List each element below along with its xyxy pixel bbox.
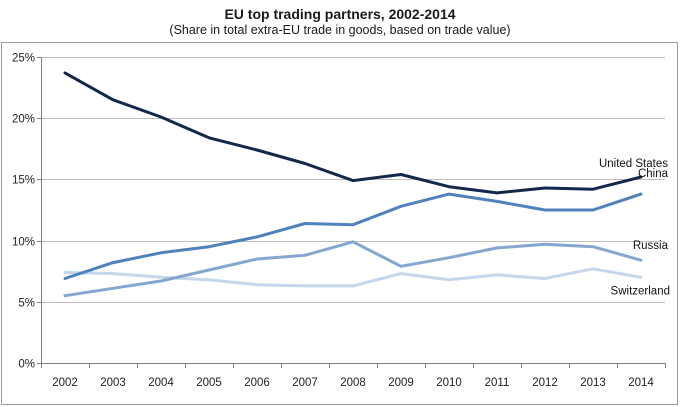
series-label-china: China: [638, 168, 669, 180]
series-line-switzerland: [63, 267, 643, 288]
series-line-united-states: [63, 71, 643, 195]
y-tick-label: 10%: [12, 237, 35, 249]
x-tick-label-2014: 2014: [628, 377, 654, 389]
x-tick-label-2007: 2007: [292, 377, 318, 389]
series-label-russia: Russia: [633, 240, 669, 252]
series-label-switzerland: Switzerland: [611, 285, 670, 297]
series-line-china: [63, 192, 643, 280]
y-tick-label: 15%: [12, 175, 35, 187]
y-tick-label: 25%: [12, 53, 35, 65]
x-tick-label-2004: 2004: [148, 377, 174, 389]
x-tick-label-2009: 2009: [388, 377, 414, 389]
x-tick-label-2003: 2003: [100, 377, 126, 389]
series-label-united-states: United States: [599, 158, 668, 170]
x-tick-label-2006: 2006: [244, 377, 270, 389]
x-tick-label-2011: 2011: [485, 377, 510, 389]
chart-frame: [1, 42, 678, 405]
x-tick-label-2005: 2005: [196, 377, 222, 389]
y-tick-label: 0%: [18, 359, 35, 371]
x-tick-label-2013: 2013: [580, 377, 606, 389]
y-tick-label: 20%: [12, 114, 35, 126]
x-tick-label-2002: 2002: [52, 377, 78, 389]
chart-subtitle: (Share in total extra-EU trade in goods,…: [169, 23, 511, 37]
series-line-russia: [63, 240, 643, 298]
x-tick-label-2008: 2008: [340, 377, 366, 389]
chart-title: EU top trading partners, 2002-2014: [224, 6, 456, 22]
x-tick-label-2012: 2012: [532, 377, 558, 389]
y-tick-label: 5%: [18, 298, 35, 310]
x-tick-label-2010: 2010: [436, 377, 462, 389]
